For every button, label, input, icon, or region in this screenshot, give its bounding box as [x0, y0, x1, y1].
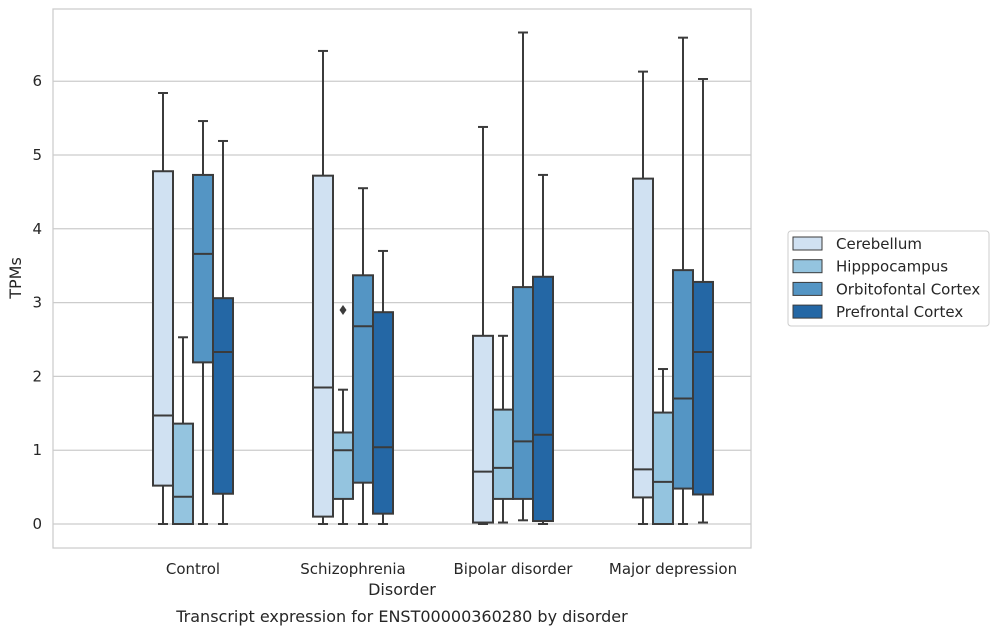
box-iqr	[172, 422, 194, 525]
box-iqr	[512, 286, 534, 500]
y-tick-label: 1	[32, 441, 42, 459]
box-cerebellum	[632, 70, 654, 525]
box-iqr	[532, 275, 554, 523]
legend-item: Orbitofontal Cortex	[792, 280, 980, 298]
box-iqr	[192, 173, 214, 364]
x-axis-title: Disorder	[368, 580, 436, 599]
y-tick-label: 3	[32, 294, 42, 312]
legend-swatch	[792, 281, 823, 296]
box-iqr	[652, 411, 674, 526]
box-orbitofontal-cortex	[192, 120, 214, 525]
figure-caption: Transcript expression for ENST0000036028…	[175, 607, 628, 626]
box-iqr	[672, 269, 694, 490]
x-tick-label: Control	[166, 560, 220, 578]
box-hipppocampus	[652, 368, 674, 526]
box-iqr	[692, 280, 714, 496]
legend-label: Orbitofontal Cortex	[836, 280, 980, 298]
box-cerebellum	[472, 125, 494, 525]
box-orbitofontal-cortex	[672, 36, 694, 525]
y-axis-title: TPMs	[6, 257, 25, 300]
box-iqr	[492, 408, 514, 500]
legend-frame	[787, 230, 990, 327]
x-axis-ticks: Control Schizophrenia Bipolar disorder Majo…	[166, 560, 737, 578]
legend-swatch	[792, 236, 823, 251]
box-iqr	[472, 334, 494, 524]
x-tick-label: Schizophrenia	[300, 560, 405, 578]
legend-swatch	[792, 259, 823, 274]
box-hipppocampus	[332, 304, 354, 525]
y-tick-label: 2	[32, 367, 42, 385]
legend: Cerebellum Hipppocampus Orbitofontal Corte…	[787, 230, 990, 327]
y-tick-label: 5	[32, 146, 42, 164]
legend-label: Hipppocampus	[836, 258, 948, 276]
box-prefrontal-cortex	[212, 139, 234, 525]
box-iqr	[352, 274, 374, 484]
y-tick-label: 6	[32, 72, 42, 90]
box-plot-area	[152, 31, 714, 526]
box-prefrontal-cortex	[532, 173, 554, 525]
y-axis-ticks: 0 1 2 3 4 5 6	[32, 72, 42, 533]
legend-swatch	[792, 304, 823, 319]
box-prefrontal-cortex	[372, 249, 394, 525]
legend-item: Cerebellum	[792, 235, 922, 253]
plot-frame	[52, 8, 752, 549]
legend-label: Cerebellum	[836, 235, 922, 253]
legend-item: Prefrontal Cortex	[792, 303, 963, 321]
box-orbitofontal-cortex	[512, 31, 534, 522]
outlier-marker	[339, 304, 347, 315]
box-prefrontal-cortex	[692, 77, 714, 524]
x-tick-label: Bipolar disorder	[454, 560, 574, 578]
box-iqr	[212, 297, 234, 495]
box-hipppocampus	[172, 336, 194, 525]
y-tick-label: 0	[32, 515, 42, 533]
box-iqr	[632, 177, 654, 499]
x-tick-label: Major depression	[609, 560, 737, 578]
box-cerebellum	[312, 49, 334, 525]
box-iqr	[152, 170, 174, 487]
box-iqr	[312, 174, 334, 518]
y-tick-label: 4	[32, 220, 42, 238]
box-orbitofontal-cortex	[352, 187, 374, 525]
box-iqr	[332, 431, 354, 500]
box-iqr	[372, 311, 394, 515]
box-cerebellum	[152, 92, 174, 525]
legend-item: Hipppocampus	[792, 258, 948, 276]
box-hipppocampus	[492, 334, 514, 524]
legend-label: Prefrontal Cortex	[836, 303, 963, 321]
